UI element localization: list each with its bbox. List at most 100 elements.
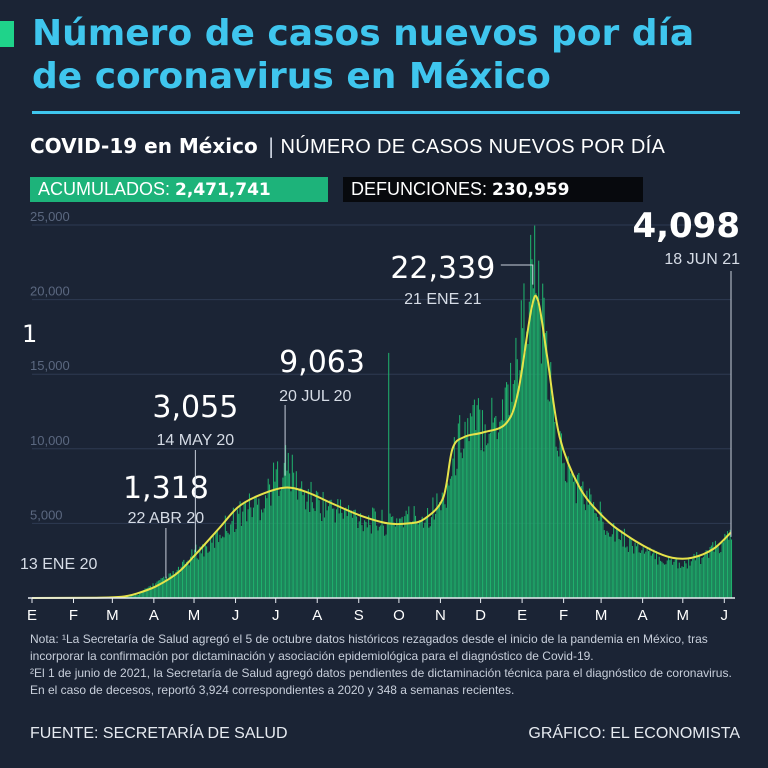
daily-bar xyxy=(605,534,607,598)
daily-bar xyxy=(208,551,210,598)
daily-bar xyxy=(381,509,383,598)
daily-bar xyxy=(593,502,595,598)
daily-bar xyxy=(531,259,533,598)
daily-bar xyxy=(714,540,716,598)
daily-bar xyxy=(678,562,680,598)
daily-bar xyxy=(206,546,208,598)
daily-bar xyxy=(721,541,723,598)
daily-bar xyxy=(140,592,142,598)
daily-bar xyxy=(427,508,429,598)
daily-bar xyxy=(710,545,712,598)
daily-bar xyxy=(469,413,471,598)
daily-bar xyxy=(449,478,451,598)
daily-bar xyxy=(159,580,161,598)
daily-bar xyxy=(635,546,637,598)
daily-bar xyxy=(435,513,437,598)
daily-bar xyxy=(621,530,623,598)
daily-bar xyxy=(271,490,273,598)
daily-bar xyxy=(315,490,317,598)
daily-bar xyxy=(385,534,387,598)
daily-bar xyxy=(301,481,303,598)
daily-bar xyxy=(179,572,181,598)
daily-bar xyxy=(421,516,423,598)
daily-bar xyxy=(489,432,492,598)
daily-bar xyxy=(263,508,265,598)
daily-bar xyxy=(148,586,150,598)
daily-bar xyxy=(649,547,651,598)
trend-line xyxy=(31,294,732,599)
daily-bar xyxy=(389,513,391,598)
daily-bar xyxy=(577,474,579,598)
daily-bar xyxy=(153,585,155,598)
daily-bar xyxy=(133,595,135,598)
daily-bar xyxy=(586,490,588,598)
daily-bar xyxy=(718,553,720,598)
annotation-value: 1 xyxy=(22,320,37,348)
daily-bar xyxy=(589,488,591,598)
x-tick-label: S xyxy=(354,607,364,624)
daily-bar xyxy=(646,547,648,598)
daily-bar xyxy=(609,536,611,598)
daily-bar xyxy=(484,424,486,598)
annotation-value: 4,098 xyxy=(632,206,740,246)
daily-bar xyxy=(274,481,276,598)
x-tick-label: O xyxy=(393,607,405,624)
deaths-badge: DEFUNCIONES: 230,959 xyxy=(343,177,643,202)
daily-bar xyxy=(713,551,715,598)
daily-bar xyxy=(581,486,583,598)
daily-bar xyxy=(163,576,165,598)
daily-bar xyxy=(677,568,679,598)
deaths-label: DEFUNCIONES: xyxy=(351,179,488,199)
daily-bar xyxy=(277,461,279,598)
daily-bar xyxy=(452,458,454,598)
daily-bar xyxy=(167,580,169,598)
daily-bar xyxy=(668,556,670,598)
daily-bar xyxy=(234,531,236,598)
daily-bar xyxy=(657,564,659,598)
daily-bar xyxy=(506,382,508,598)
daily-bar xyxy=(693,553,695,598)
daily-bar xyxy=(160,578,162,598)
daily-bar xyxy=(425,516,427,598)
daily-bar xyxy=(405,510,407,598)
daily-bar xyxy=(323,517,325,598)
daily-bar xyxy=(582,481,584,598)
daily-bar xyxy=(224,515,226,598)
daily-bar xyxy=(127,596,129,598)
daily-bar xyxy=(394,526,396,598)
daily-bar xyxy=(322,491,324,598)
daily-bar xyxy=(515,337,517,598)
daily-bar xyxy=(431,517,433,598)
daily-bar xyxy=(709,547,711,598)
daily-bar xyxy=(240,525,242,598)
daily-bar xyxy=(702,556,704,598)
daily-bar xyxy=(626,546,628,598)
daily-bar xyxy=(128,595,130,598)
daily-bar xyxy=(686,568,688,598)
daily-bar xyxy=(595,513,597,598)
daily-bar xyxy=(661,561,663,598)
daily-bar xyxy=(198,559,200,598)
daily-bar xyxy=(125,596,127,598)
daily-bar xyxy=(692,559,694,598)
daily-bar xyxy=(574,478,576,598)
daily-bar xyxy=(297,499,299,598)
daily-bar xyxy=(392,516,394,598)
daily-bar xyxy=(682,566,684,598)
accumulated-value: 2,471,741 xyxy=(175,180,271,200)
daily-bar xyxy=(251,517,253,598)
daily-bar xyxy=(338,513,340,598)
daily-bar xyxy=(378,526,380,598)
daily-bar xyxy=(496,439,498,598)
daily-bar xyxy=(583,504,585,598)
daily-bar xyxy=(540,363,542,598)
daily-bar xyxy=(428,527,430,598)
daily-bar xyxy=(397,525,399,598)
deaths-value: 230,959 xyxy=(492,180,570,200)
daily-bar xyxy=(168,573,170,598)
daily-bar xyxy=(175,572,177,598)
subtitle-strong: COVID-19 en México xyxy=(30,134,258,158)
daily-bar xyxy=(171,575,173,598)
daily-bar xyxy=(697,557,699,598)
daily-bar xyxy=(483,451,485,598)
